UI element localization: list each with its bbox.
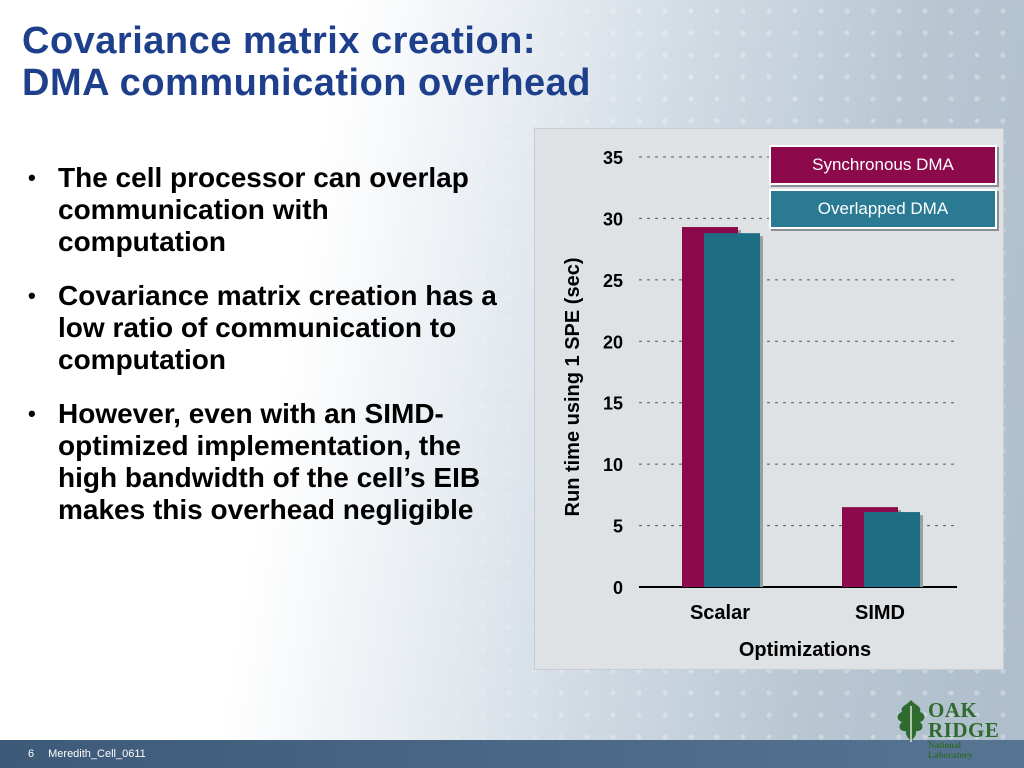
bullet-item: • However, even with an SIMD-optimized im… — [28, 398, 498, 526]
footer-label: Meredith_Cell_0611 — [48, 748, 146, 760]
bullet-dot: • — [28, 283, 36, 308]
y-tick-label: 30 — [603, 209, 623, 229]
logo-line-2: RIDGE — [928, 718, 1000, 742]
y-tick-label: 0 — [613, 578, 623, 598]
logo-line-3: National Laboratory — [928, 740, 973, 760]
x-tick-label: Scalar — [690, 602, 750, 624]
legend-label: Synchronous DMA — [812, 155, 954, 174]
logo-line-1: OAK — [928, 698, 978, 722]
slide-title: Covariance matrix creation: DMA communic… — [22, 20, 591, 104]
bullet-item: • Covariance matrix creation has a low ra… — [28, 280, 498, 376]
y-axis-title: Run time using 1 SPE (sec) — [562, 258, 584, 517]
bullet-text: Covariance matrix creation has a low rat… — [58, 280, 497, 375]
bullet-list: • The cell processor can overlap communic… — [28, 162, 498, 548]
legend-overlapped-dma: Overlapped DMA — [769, 189, 997, 229]
oak-ridge-logo: OAK RIDGE National Laboratory — [892, 698, 1004, 760]
title-line-2: DMA communication overhead — [22, 62, 592, 104]
y-tick-label: 10 — [603, 455, 623, 475]
oak-leaf-icon — [897, 700, 925, 742]
bullet-item: • The cell processor can overlap communic… — [28, 162, 498, 258]
y-tick-label: 5 — [613, 517, 623, 537]
bar — [864, 512, 920, 587]
y-tick-label: 25 — [603, 271, 623, 291]
y-tick-label: 20 — [603, 332, 623, 352]
bar — [704, 233, 760, 587]
chart-panel: 0 5 10 15 20 25 30 35 Scalar SIMD Optimizations Run… — [534, 128, 1004, 670]
legend-label: Overlapped DMA — [817, 199, 949, 218]
y-tick-label: 15 — [603, 394, 623, 414]
footer-bar: 6 Meredith_Cell_0611 — [0, 740, 1024, 768]
page-number: 6 — [28, 748, 35, 760]
bullet-dot: • — [28, 401, 36, 426]
x-tick-label: SIMD — [855, 602, 905, 624]
bullet-dot: • — [28, 165, 36, 190]
x-axis-title: Optimizations — [739, 639, 871, 661]
bullet-text: The cell processor can overlap communica… — [58, 162, 469, 257]
legend-synchronous-dma: Synchronous DMA — [769, 145, 997, 185]
title-line-1: Covariance matrix creation: — [22, 20, 537, 62]
bullet-text: However, even with an SIMD-optimized imp… — [58, 398, 481, 525]
bar-chart: 0 5 10 15 20 25 30 35 Scalar SIMD Optimizations Run… — [562, 148, 957, 661]
y-tick-label: 35 — [603, 148, 623, 168]
